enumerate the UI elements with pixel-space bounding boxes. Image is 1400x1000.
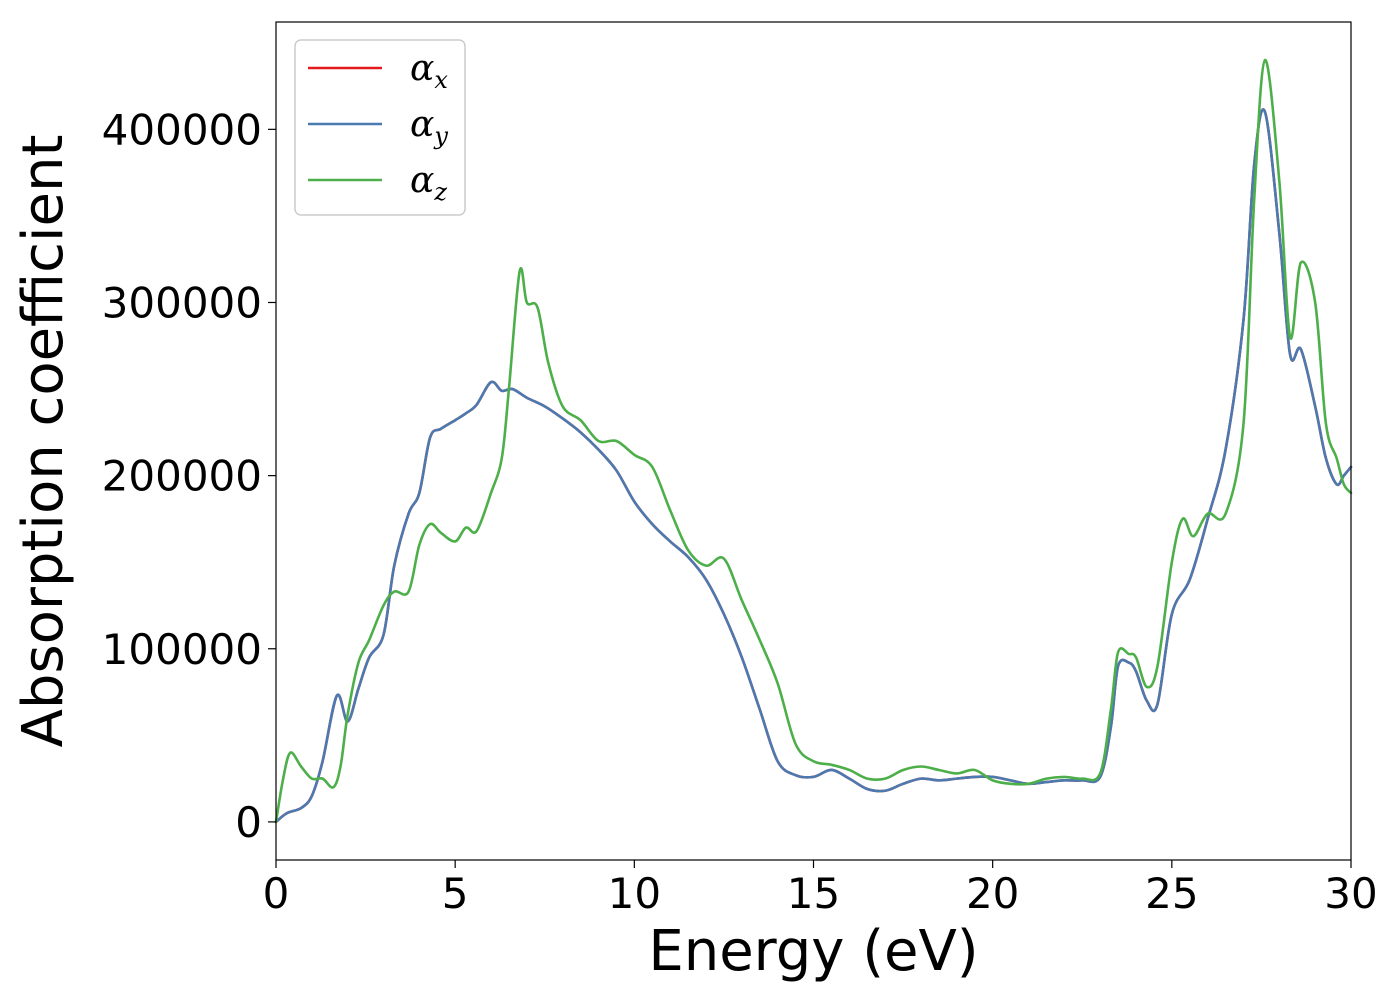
x-tick-label: 30 [1324, 869, 1377, 918]
x-axis-label: Energy (eV) [648, 919, 978, 984]
y-tick-label: 200000 [102, 452, 262, 501]
series-line-y [274, 108, 1353, 824]
x-tick-label: 0 [263, 869, 290, 918]
series-line-z [274, 58, 1353, 824]
x-tick-label: 10 [608, 869, 661, 918]
legend-box [294, 39, 466, 216]
series-layer [274, 58, 1353, 824]
x-tick-label: 20 [966, 869, 1019, 918]
x-tick-label: 15 [787, 869, 840, 918]
x-tick-label: 25 [1145, 869, 1198, 918]
y-axis: 0 100000 200000 300000 400000 [102, 105, 276, 847]
y-tick-label: 100000 [102, 625, 262, 674]
x-tick-label: 5 [442, 869, 469, 918]
y-axis-label: Absorption coefficient [11, 135, 76, 748]
y-tick-label: 300000 [102, 278, 262, 327]
y-tick-label: 400000 [102, 105, 262, 154]
x-axis: 0 5 10 15 20 25 30 [263, 860, 1378, 918]
y-tick-label: 0 [235, 798, 262, 847]
